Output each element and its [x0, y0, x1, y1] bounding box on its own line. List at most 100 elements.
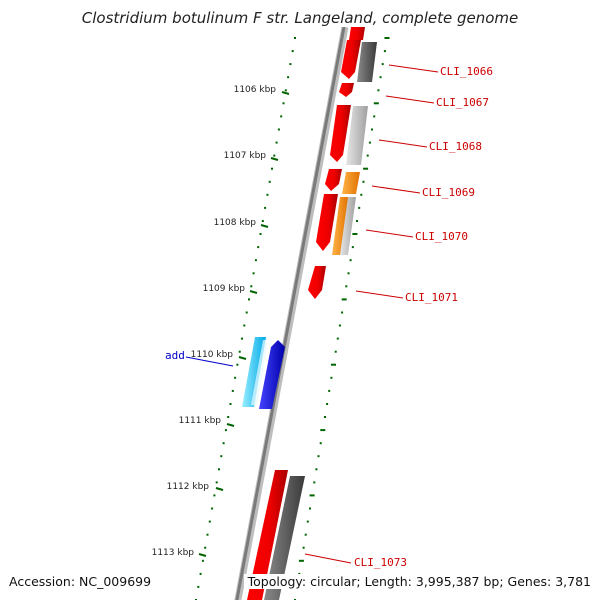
gene-label-cli-1067[interactable]: CLI_1067: [436, 96, 489, 109]
tick-dot: [266, 193, 269, 196]
tick-dot: [291, 50, 294, 53]
tick-dot: [384, 37, 390, 39]
map-title: Clostridium botulinum F str. Langeland, …: [81, 9, 519, 27]
inner-tick-ring: [195, 37, 296, 600]
tick-dot: [341, 311, 344, 314]
tick-dot: [336, 337, 339, 340]
tick-dot: [211, 507, 214, 510]
added-gene-light[interactable]: [242, 337, 266, 407]
tick-dot: [287, 76, 290, 79]
tick-dot: [330, 376, 333, 379]
tick-dot: [261, 220, 264, 222]
tick-dot: [271, 167, 273, 170]
tick-dot: [371, 128, 373, 131]
tick-dot: [264, 206, 267, 209]
tick-dot: [363, 167, 369, 170]
gene-arrow-cli-1071[interactable]: [308, 266, 326, 299]
tick-dot: [206, 533, 209, 536]
tick-dot: [331, 363, 336, 366]
tick-dot: [352, 233, 358, 235]
gene-arrow-cli-1070[interactable]: [316, 194, 338, 251]
tick-dot: [215, 481, 218, 484]
tick-dot: [379, 76, 382, 79]
tick-label-1110: 1110 kbp: [191, 350, 234, 360]
tick-dot: [222, 442, 225, 445]
tick-dot: [294, 37, 296, 39]
tick-dot: [334, 350, 337, 353]
tick-dot: [383, 50, 386, 53]
gene-arrow[interactable]: [349, 27, 365, 40]
tick-dot: [304, 533, 307, 536]
tick-dot: [231, 389, 234, 392]
gene-label-cli-1073[interactable]: CLI_1073: [354, 556, 407, 569]
added-gene-highlight: [251, 340, 268, 405]
tick-dot: [373, 115, 376, 118]
reverse-gene-cli-1066[interactable]: [357, 42, 377, 82]
tick-label-1108: 1108 kbp: [214, 218, 257, 228]
tick-dot: [252, 272, 255, 275]
gene-arrow-cli-1068[interactable]: [330, 105, 351, 162]
topology-text: Topology: circular; Length: 3,995,387 bp…: [243, 574, 591, 589]
reverse-gene-cli-1073[interactable]: [264, 476, 305, 600]
reverse-gene-cli-1069[interactable]: [342, 172, 360, 194]
gene-label-cli-1070[interactable]: CLI_1070: [415, 230, 468, 243]
tick-dot: [298, 572, 301, 575]
gene-label-cli-1066[interactable]: CLI_1066: [440, 65, 493, 78]
tick-dot: [236, 363, 239, 366]
gene-label-cli-1068[interactable]: CLI_1068: [429, 140, 482, 153]
tick-dot: [317, 455, 320, 458]
tick-dot: [259, 233, 262, 235]
tick-dot: [250, 285, 253, 288]
gene-label-cli-1071[interactable]: CLI_1071: [405, 291, 458, 304]
tick-label-1106: 1106 kbp: [234, 85, 277, 95]
tick-dot: [362, 180, 365, 183]
added-gene-dark[interactable]: [259, 340, 285, 409]
tick-dot: [220, 455, 223, 458]
accession-text: Accession: NC_009699: [9, 574, 152, 589]
tick-label-1112: 1112 kbp: [167, 482, 210, 492]
tick-dot: [248, 298, 250, 301]
tick-dot: [309, 494, 315, 497]
tick-dot: [197, 585, 200, 588]
reverse-gene-cli-1070-b[interactable]: [340, 197, 356, 255]
tick-dot: [381, 63, 384, 66]
reverse-gene-cli-1068[interactable]: [346, 106, 368, 165]
tick-dot: [201, 559, 204, 562]
tick-dot: [326, 403, 329, 405]
tick-dot: [229, 403, 232, 405]
gene-arrow-cli-1073[interactable]: [247, 470, 288, 600]
gene-label-cli-1069[interactable]: CLI_1069: [422, 186, 475, 199]
tick-dot: [309, 507, 311, 510]
gene-arrow-cli-1066[interactable]: [341, 40, 361, 79]
tick-dot: [347, 272, 350, 275]
tick-dot: [328, 389, 331, 392]
added-gene-label[interactable]: add: [165, 349, 185, 362]
tick-dot: [373, 102, 379, 105]
gene-arrow-cli-1067[interactable]: [339, 83, 354, 97]
tick-dot: [351, 246, 354, 249]
tick-dot: [254, 259, 257, 262]
tick-label-1113: 1113 kbp: [152, 548, 195, 558]
tick-dot: [377, 89, 380, 92]
tick-dot: [315, 468, 318, 471]
tick-dot: [238, 350, 241, 353]
tick-dot: [366, 154, 369, 157]
tick-dot: [349, 259, 352, 262]
tick-dot: [338, 324, 341, 327]
reverse-gene-cli-1070-a[interactable]: [332, 197, 349, 255]
tick-dot: [208, 520, 211, 523]
tick-dot: [241, 337, 243, 340]
tick-dot: [243, 324, 246, 327]
tick-dot: [199, 572, 202, 575]
tick-dot: [234, 376, 237, 379]
kbp-tick-marks: [198, 91, 290, 557]
tick-dot: [360, 193, 363, 196]
tick-label-1109: 1109 kbp: [203, 284, 246, 294]
tick-dot: [273, 154, 276, 157]
tick-dot: [277, 128, 280, 131]
tick-dot: [284, 89, 287, 92]
gene-arrow-cli-1069[interactable]: [325, 169, 342, 191]
tick-dot: [213, 494, 216, 497]
tick-dot: [341, 298, 347, 301]
tick-dot: [245, 311, 248, 314]
